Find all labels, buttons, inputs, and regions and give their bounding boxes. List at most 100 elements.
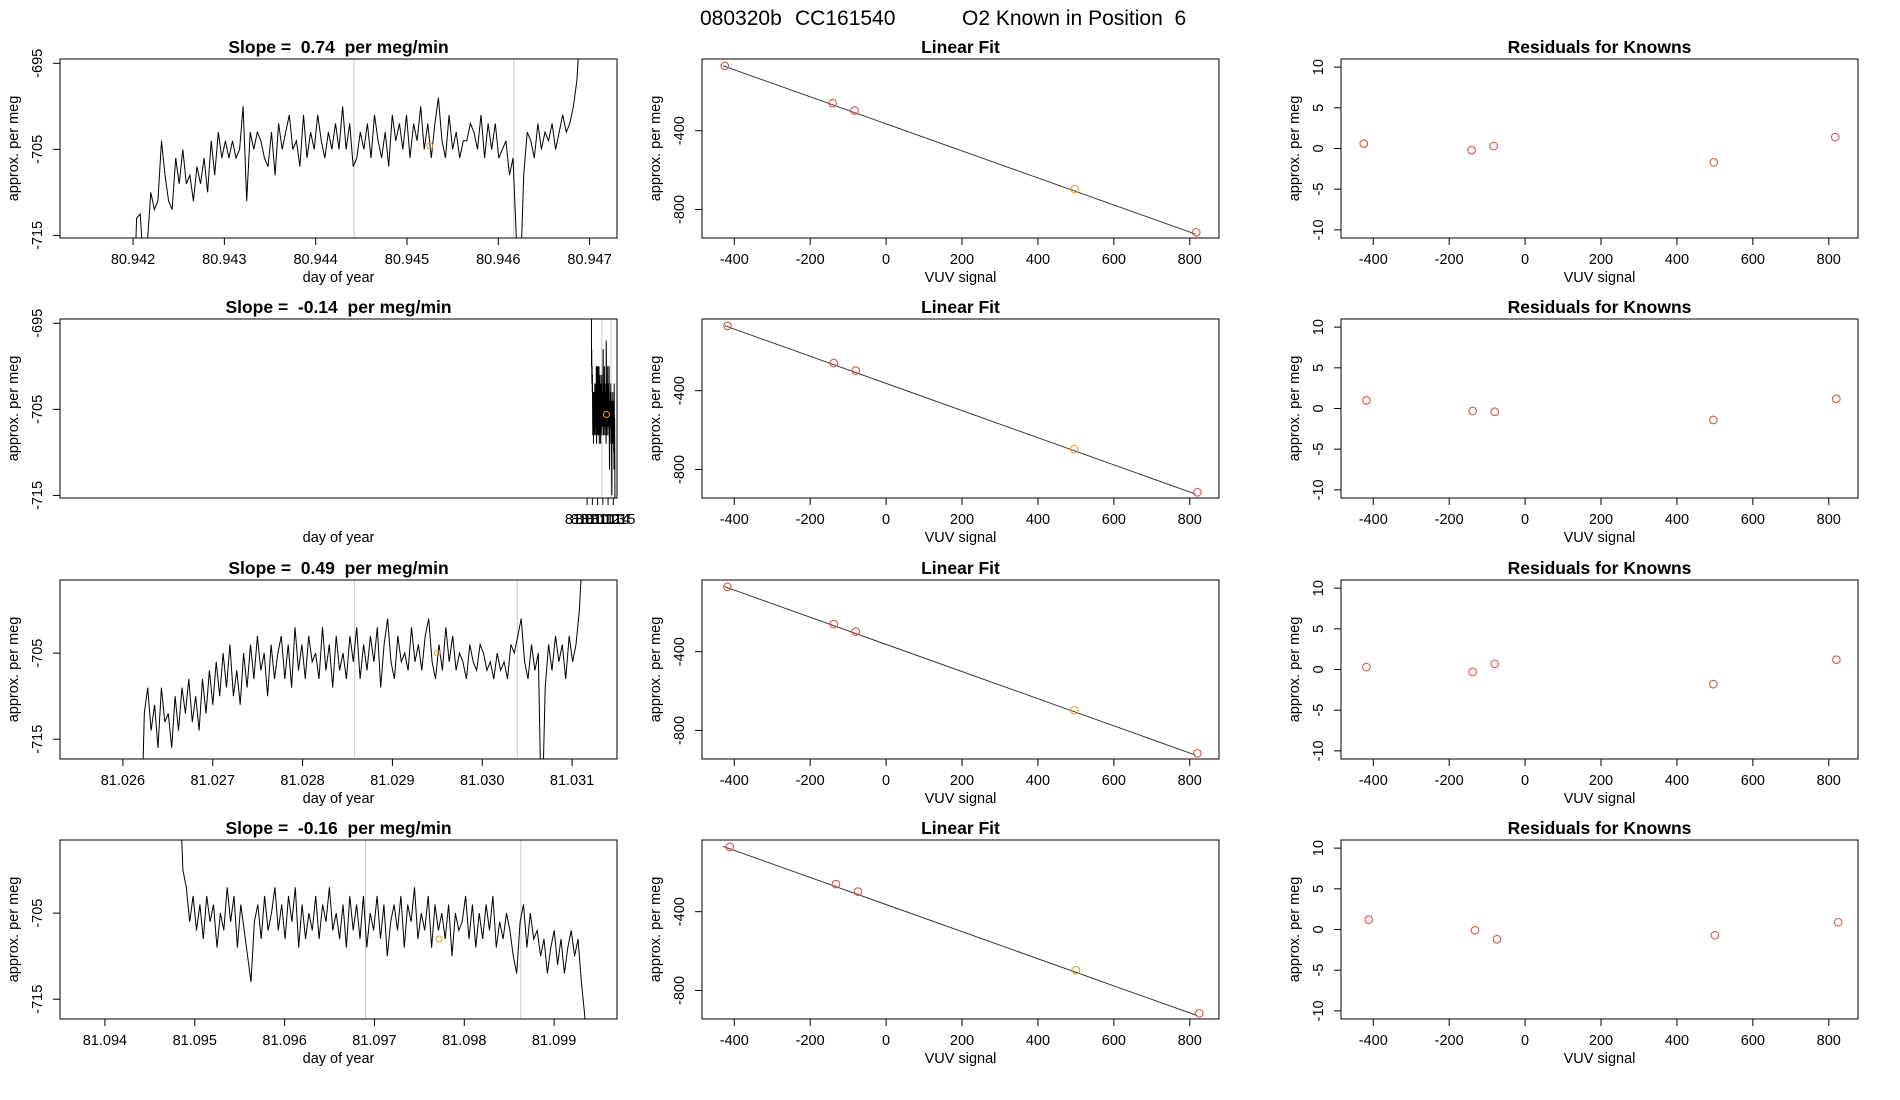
x-tick-label: 400 [1665, 252, 1689, 268]
x-tick-label: 81.011 [571, 512, 614, 528]
linear_fit-panel-row-1: Linear Fit -400 -200 0 200 400 600 800 -400 -800 V… [648, 37, 1220, 286]
data-point [831, 879, 841, 889]
y-tick-label: -400 [672, 116, 688, 145]
data-point [850, 106, 859, 115]
x-tick-label: 80.946 [476, 252, 520, 268]
plot-area [723, 321, 1202, 497]
x-tick-label: 81.031 [550, 773, 594, 789]
plot-frame [59, 839, 618, 1020]
data-point [1070, 184, 1080, 194]
x-tick-label: -200 [1435, 252, 1464, 268]
data-point [1830, 132, 1840, 142]
x-tick-label: 600 [1102, 1033, 1126, 1049]
x-tick-label: -200 [1435, 1033, 1464, 1049]
x-tick-label: 80.945 [385, 252, 429, 268]
plot-area [1362, 655, 1841, 689]
y-tick-label: -800 [672, 455, 688, 484]
x-tick-label: 400 [1026, 1033, 1050, 1049]
y-tick-label: -695 [30, 309, 46, 338]
residuals-panel-row-2: Residuals for Knowns -400 -200 0 200 400 600 80… [1287, 297, 1859, 546]
x-tick-label: 81.010 [565, 512, 609, 528]
y-tick-label: -800 [672, 195, 688, 224]
x-tick-label: 200 [950, 773, 974, 789]
data-point [725, 842, 735, 852]
y-tick-label: -800 [672, 976, 688, 1005]
x-tick-label: 200 [950, 252, 974, 268]
data-point [1709, 157, 1719, 167]
y-tick-label: -705 [30, 135, 46, 164]
x-axis-label: VUV signal [1564, 270, 1636, 286]
x-tick-label: 0 [882, 773, 890, 789]
panel-title: Linear Fit [921, 297, 1000, 317]
panel-title: Slope = 0.74 per meg/min [228, 37, 448, 57]
x-tick-label: -200 [1435, 512, 1464, 528]
residuals-panel-row-3: Residuals for Knowns -400 -200 0 200 400 600 80… [1287, 558, 1859, 807]
y-tick-label: -715 [30, 481, 46, 510]
data-point [1364, 915, 1374, 925]
data-point [1832, 655, 1841, 665]
panel-title: Slope = -0.16 per meg/min [225, 818, 451, 838]
linear_fit-panel-row-2: Linear Fit -400 -200 0 200 400 600 800 -400 -800 V… [648, 297, 1220, 546]
x-tick-label: 400 [1665, 773, 1689, 789]
y-axis-label: approx. per meg [1287, 96, 1303, 202]
panel-title: Residuals for Knowns [1508, 818, 1692, 838]
data-point [1191, 227, 1201, 237]
y-tick-label: -695 [30, 49, 46, 78]
x-tick-label: 81.029 [370, 773, 414, 789]
data-point [1194, 1008, 1204, 1018]
y-tick-label: -10 [1311, 740, 1327, 761]
residuals-panel-row-4: Residuals for Knowns -400 -200 0 200 400 600 80… [1287, 818, 1859, 1067]
fit-line [722, 845, 1198, 1017]
y-tick-label: -5 [1311, 443, 1327, 456]
x-tick-label: 0 [882, 1033, 890, 1049]
data-point [723, 582, 732, 592]
x-tick-label: 200 [1589, 773, 1613, 789]
plot-frame [701, 839, 1220, 1020]
data-point [1470, 925, 1480, 935]
x-tick-label: 0 [1521, 1033, 1529, 1049]
linear_fit-panel-row-4: Linear Fit -400 -200 0 200 400 600 800 -400 -800 V… [648, 818, 1220, 1067]
x-tick-label: 400 [1665, 1033, 1689, 1049]
data-point [1468, 406, 1478, 416]
data-point [1490, 407, 1500, 417]
data-point [1193, 487, 1202, 497]
y-tick-label: 5 [1311, 625, 1327, 633]
trace-panel-row-4: Slope = -0.16 per meg/min 81.094 81.095 81.… [6, 818, 618, 1067]
data-point [1359, 139, 1369, 148]
plot-area [722, 842, 1204, 1018]
x-tick-label: -200 [1435, 773, 1464, 789]
plot-area [181, 840, 586, 1019]
y-axis-label: approx. per meg [1287, 356, 1303, 462]
plot-frame [701, 318, 1220, 499]
x-tick-label: 200 [1589, 1033, 1613, 1049]
y-axis-label: approx. per meg [1287, 617, 1303, 723]
x-tick-label: -400 [720, 1033, 749, 1049]
data-point [1070, 444, 1079, 454]
fit-line [724, 586, 1196, 756]
x-tick-label: 200 [1589, 512, 1613, 528]
main-title-cylinder-id: CC161540 [795, 7, 895, 30]
plot-frame [701, 579, 1220, 760]
x-tick-label: 81.014 [586, 512, 630, 528]
x-tick-label: 80.942 [111, 252, 155, 268]
x-tick-label: 0 [882, 512, 890, 528]
y-tick-label: -5 [1311, 183, 1327, 196]
data-point [1832, 394, 1841, 404]
plot-frame [59, 58, 618, 239]
y-tick-label: -800 [672, 716, 688, 745]
data-point [1468, 667, 1478, 677]
x-axis-label: day of year [303, 530, 375, 546]
data-point [1492, 934, 1502, 944]
plot-frame [1340, 58, 1859, 239]
data-point [853, 887, 863, 896]
x-tick-label: 600 [1102, 773, 1126, 789]
x-axis-label: VUV signal [1564, 1051, 1636, 1067]
fit-line [724, 325, 1196, 495]
linear_fit-panel-row-3: Linear Fit -400 -200 0 200 400 600 800 -400 -800 V… [648, 558, 1220, 807]
panel-title: Residuals for Knowns [1508, 558, 1692, 578]
x-tick-label: 800 [1178, 252, 1202, 268]
y-tick-label: -400 [672, 897, 688, 926]
y-tick-label: -5 [1311, 964, 1327, 977]
x-tick-label: -400 [720, 252, 749, 268]
